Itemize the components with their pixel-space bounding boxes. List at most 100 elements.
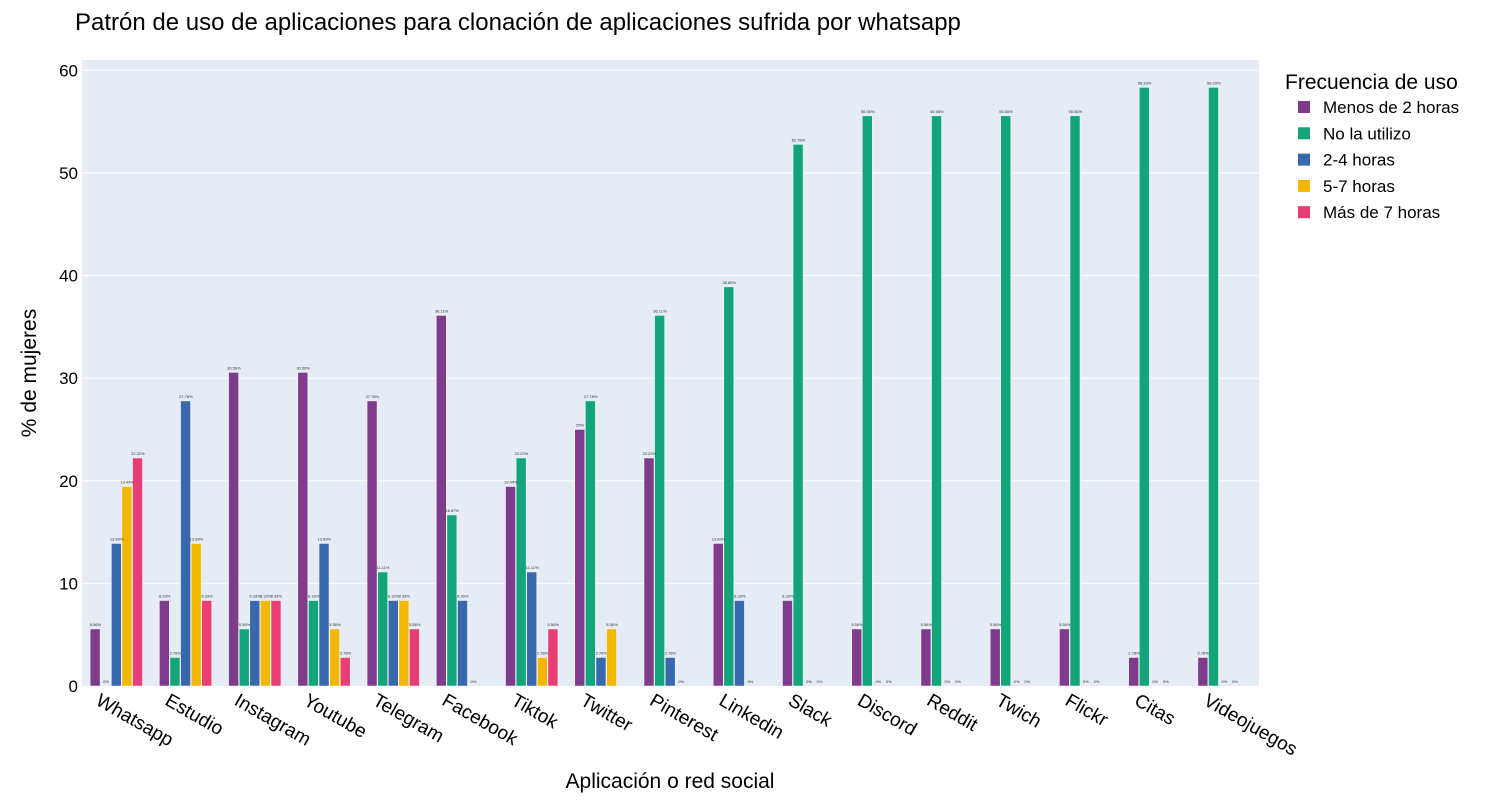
x-tick-label: Flickr — [1061, 690, 1111, 731]
legend-item[interactable]: 2-4 horas — [1323, 151, 1395, 170]
bar-value-label: 16.67% — [445, 508, 459, 513]
bar[interactable] — [457, 600, 468, 687]
bar[interactable] — [664, 657, 676, 687]
bar[interactable] — [862, 115, 873, 687]
bar[interactable] — [643, 457, 655, 687]
bar[interactable] — [792, 144, 804, 687]
bar[interactable] — [329, 628, 340, 687]
y-tick-label: 60 — [59, 61, 78, 80]
bar-value-label: 8.33% — [308, 594, 320, 599]
bar-value-label: 0% — [471, 679, 477, 684]
bar[interactable] — [388, 600, 399, 687]
x-tick-label: Linkedin — [715, 690, 787, 744]
bar[interactable] — [377, 571, 388, 687]
bar-value-label: 0% — [678, 679, 684, 684]
bar-value-label: 0% — [806, 679, 812, 684]
legend-item[interactable]: Menos de 2 horas — [1323, 98, 1459, 117]
bar[interactable] — [180, 400, 191, 687]
bar-value-label: 5.56% — [90, 622, 102, 627]
bar-value-label: 13.89% — [110, 536, 124, 541]
plot-area — [82, 60, 1259, 686]
bar[interactable] — [537, 657, 548, 687]
bar-value-label: 11.11% — [526, 565, 539, 570]
bar[interactable] — [270, 600, 282, 687]
bar[interactable] — [920, 628, 932, 687]
y-axis-ticks: 0 10 20 30 40 50 60 — [59, 61, 78, 696]
bar[interactable] — [1000, 115, 1012, 687]
bar-value-label: 58.33% — [1138, 80, 1152, 85]
bar[interactable] — [339, 657, 351, 687]
bar[interactable] — [446, 514, 458, 687]
bar[interactable] — [308, 600, 319, 687]
gridlines — [82, 69, 1259, 584]
legend-swatch — [1298, 179, 1310, 192]
bar[interactable] — [260, 600, 271, 687]
bar[interactable] — [366, 400, 378, 687]
legend-item[interactable]: Más de 7 horas — [1323, 203, 1440, 222]
bar[interactable] — [574, 429, 586, 687]
legend-item[interactable]: 5-7 horas — [1323, 177, 1395, 196]
bar-value-label: 27.78% — [584, 394, 598, 399]
x-tick-label: Citas — [1131, 690, 1179, 730]
bar[interactable] — [654, 315, 665, 687]
bar[interactable] — [398, 600, 410, 687]
bar[interactable] — [238, 628, 250, 687]
bar[interactable] — [505, 486, 516, 687]
x-tick-label: Instagram — [231, 690, 315, 750]
bar[interactable] — [409, 628, 420, 687]
bar[interactable] — [1208, 87, 1219, 687]
bar[interactable] — [723, 286, 735, 687]
bar-value-label: 13.89% — [318, 536, 332, 541]
bar[interactable] — [547, 628, 559, 687]
bar-value-label: 0% — [1083, 679, 1089, 684]
bar[interactable] — [1059, 628, 1070, 687]
legend[interactable]: Frecuencia de uso Menos de 2 horas No la … — [1285, 71, 1459, 222]
bar[interactable] — [782, 600, 793, 687]
bar[interactable] — [121, 486, 133, 687]
bar[interactable] — [712, 543, 724, 687]
legend-swatch — [1298, 101, 1310, 113]
bar[interactable] — [851, 628, 862, 687]
bar-value-label: 55.56% — [930, 109, 944, 114]
bar-value-label: 22.22% — [131, 451, 145, 456]
bar[interactable] — [436, 315, 447, 687]
bar-value-label: 0% — [1232, 679, 1238, 684]
bar[interactable] — [89, 628, 101, 687]
bar[interactable] — [132, 457, 143, 687]
bar[interactable] — [606, 628, 617, 687]
bar[interactable] — [526, 571, 537, 687]
bar[interactable] — [228, 372, 239, 687]
bar[interactable] — [585, 400, 596, 687]
bar[interactable] — [318, 543, 330, 687]
bar[interactable] — [1197, 657, 1209, 687]
bar-value-label: 0% — [1024, 679, 1030, 684]
bar[interactable] — [159, 600, 170, 687]
bar[interactable] — [989, 628, 1001, 687]
bar[interactable] — [734, 600, 745, 687]
bar[interactable] — [1069, 115, 1081, 687]
y-tick-label: 50 — [59, 164, 78, 183]
bar-value-label: 2.78% — [596, 650, 608, 655]
bar[interactable] — [201, 600, 213, 687]
bar[interactable] — [595, 657, 607, 687]
bar-value-label: 25% — [576, 422, 584, 427]
x-tick-label: Twich — [992, 690, 1045, 732]
bar-value-label: 36.11% — [435, 308, 449, 313]
bar[interactable] — [249, 600, 261, 687]
x-tick-label: Twitter — [577, 690, 637, 736]
bar-value-label: 8.33% — [260, 594, 272, 599]
bar[interactable] — [931, 115, 942, 687]
bar[interactable] — [190, 543, 202, 687]
bar-value-label: 19.44% — [504, 480, 518, 485]
bar[interactable] — [1138, 87, 1150, 687]
bar-value-label: 2.78% — [665, 650, 677, 655]
bar[interactable] — [515, 457, 527, 687]
legend-item[interactable]: No la utilizo — [1323, 124, 1411, 143]
bar[interactable] — [1128, 657, 1139, 687]
bar-value-label: 0% — [875, 679, 881, 684]
bar[interactable] — [169, 657, 181, 687]
bar[interactable] — [297, 372, 309, 687]
bar[interactable] — [111, 543, 122, 687]
bar-value-label: 0% — [886, 679, 892, 684]
